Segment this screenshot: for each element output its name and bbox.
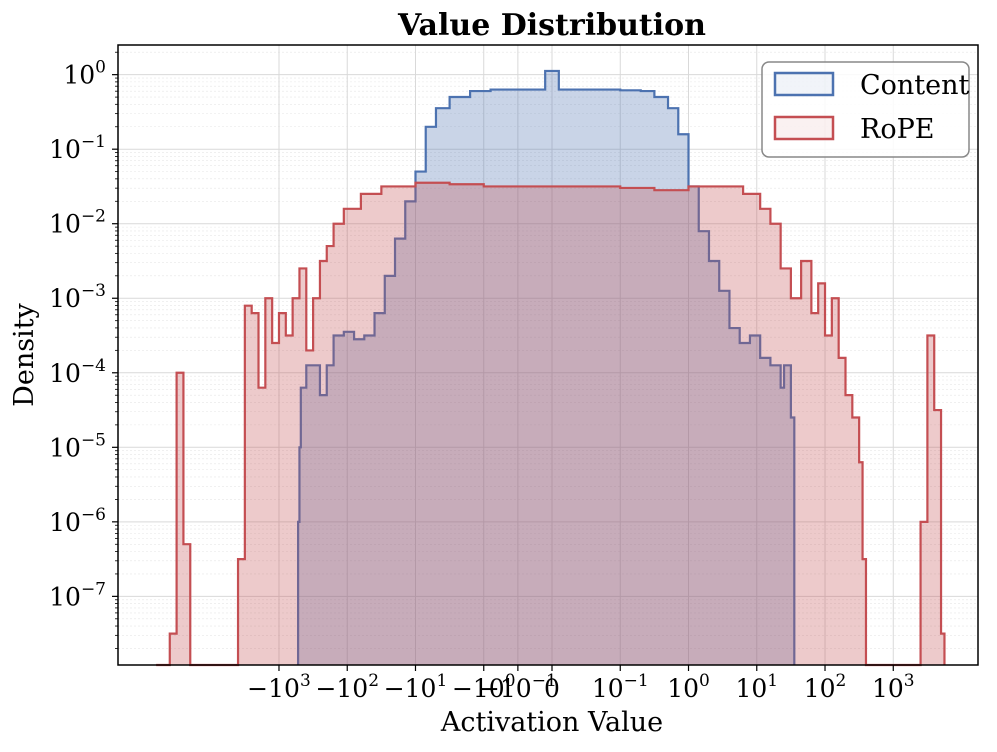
legend: Content RoPE	[761, 61, 970, 158]
x-tick-label: 102	[804, 671, 847, 703]
x-tick-label: −101	[384, 671, 448, 703]
y-axis: 100 10−1 10−2 10−3 10−4 10−5 10−6 10−7	[49, 51, 118, 649]
y-tick-label: 10−4	[49, 356, 106, 388]
x-tick-label: −102	[315, 671, 379, 703]
series-line-rope	[156, 181, 946, 667]
legend-box	[761, 61, 970, 158]
series-fill-rope	[156, 182, 945, 666]
y-tick-label: 10−7	[49, 579, 106, 611]
legend-label-content: Content	[860, 70, 970, 101]
legend-swatch-content	[773, 71, 835, 97]
legend-swatch-rope	[773, 115, 835, 141]
x-tick-label: 0	[544, 674, 560, 703]
y-tick-label: 10−6	[49, 505, 106, 537]
y-tick-label: 100	[63, 58, 106, 90]
x-tick-label: −100	[452, 671, 516, 703]
y-tick-label: 10−2	[49, 207, 106, 239]
x-axis: −103 −102 −101 −100−10−10 10−1 100 101 102 103	[247, 665, 915, 703]
x-tick-label: 10−1	[592, 671, 649, 703]
grid	[118, 45, 978, 665]
x-tick-label: 101	[735, 671, 778, 703]
y-axis-label: Density	[9, 302, 40, 406]
series-line-content	[296, 69, 796, 665]
x-tick-label: −10−1	[479, 671, 557, 703]
series-layer	[156, 69, 946, 667]
chart-title: Value Distribution	[397, 8, 706, 43]
series-fill-content	[298, 70, 795, 666]
y-tick-label: 10−5	[49, 430, 106, 462]
legend-label-rope: RoPE	[860, 114, 934, 145]
x-tick-label: 103	[872, 671, 915, 703]
x-axis-label: Activation Value	[440, 707, 663, 738]
y-tick-label: 10−3	[49, 281, 106, 313]
x-tick-label: 100	[667, 671, 710, 703]
x-tick-label: −103	[247, 671, 311, 703]
plot-frame	[117, 44, 979, 666]
y-tick-label: 10−1	[49, 132, 106, 164]
